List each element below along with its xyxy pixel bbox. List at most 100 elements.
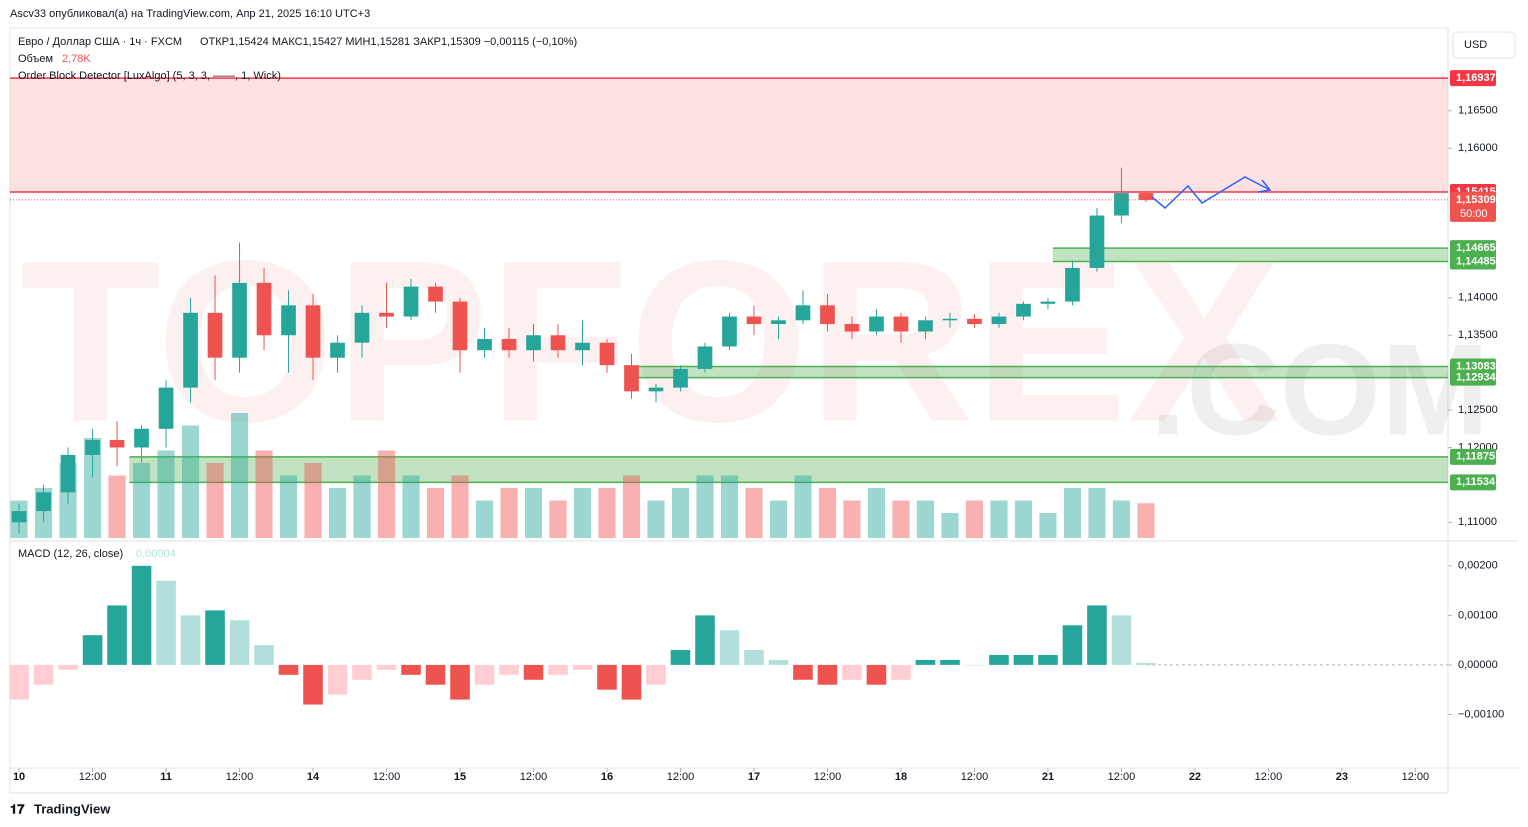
x-tick-label: 12:00 xyxy=(1402,771,1430,783)
macd-value: 0,00004 xyxy=(136,548,176,560)
macd-bar xyxy=(866,664,887,685)
candle-body xyxy=(526,335,541,351)
x-tick-label: 12:00 xyxy=(373,771,401,783)
macd-bar xyxy=(82,635,103,665)
candle-body xyxy=(575,342,590,351)
watermark: TOPFOREX .COM xyxy=(20,213,1489,470)
currency[interactable]: USD xyxy=(1464,39,1487,51)
macd-bar xyxy=(817,664,838,685)
x-tick-label: 15 xyxy=(454,771,466,783)
countdown: 50:00 xyxy=(1460,208,1488,220)
volume-bar xyxy=(598,488,616,538)
y-tick-label: 1,16000 xyxy=(1458,142,1498,154)
macd-bar xyxy=(695,615,715,665)
y-tick-label: 1,12500 xyxy=(1458,404,1498,416)
candle-body xyxy=(158,387,174,429)
volume-bar xyxy=(647,500,665,538)
candle-body xyxy=(648,387,664,392)
y-tick-label: 1,11000 xyxy=(1458,516,1497,528)
macd-bar xyxy=(768,659,789,665)
price-tag-label: 1,14485 xyxy=(1456,255,1496,267)
price-tag-label: 1,13083 xyxy=(1456,360,1496,372)
order-block xyxy=(624,366,1448,378)
volume-bar xyxy=(1014,500,1033,538)
volume-bar xyxy=(843,500,861,538)
x-tick-label: 10 xyxy=(13,771,25,783)
last-price-tag xyxy=(1450,191,1496,222)
candle-body xyxy=(1040,301,1056,304)
volume-bar xyxy=(916,500,935,538)
macd-bar xyxy=(107,605,127,665)
candle-body xyxy=(477,338,492,351)
volume-bar xyxy=(304,463,322,538)
candle-body xyxy=(1138,193,1154,200)
volume-bar xyxy=(1112,500,1131,538)
x-tick-label: 12:00 xyxy=(1108,771,1136,783)
macd-bar xyxy=(450,664,470,700)
x-tick-label: 12:00 xyxy=(961,771,989,783)
price-tag-label: 1,16937 xyxy=(1456,72,1496,84)
candle-body xyxy=(942,318,958,321)
candle-body xyxy=(550,335,566,351)
legend-volume-value: 2,78K xyxy=(62,53,91,65)
forecast-arrow-head xyxy=(1257,179,1272,193)
macd-bar xyxy=(278,664,299,675)
volume-bar xyxy=(1063,488,1082,538)
volume-bar xyxy=(696,475,714,538)
candle-body xyxy=(403,286,419,317)
x-tick-label: 22 xyxy=(1189,771,1201,783)
macd-bar xyxy=(1038,655,1058,665)
price-tag xyxy=(1450,253,1496,270)
candle-body xyxy=(1114,193,1129,216)
volume-bar xyxy=(769,500,788,538)
price-tag-label: 1,14665 xyxy=(1456,242,1496,254)
candle-body xyxy=(11,511,27,523)
volume-bar xyxy=(500,488,518,538)
x-tick-label: 17 xyxy=(748,771,760,783)
y-tick-label: 1,13500 xyxy=(1458,329,1498,341)
volume-bar xyxy=(549,500,567,538)
macd-bar xyxy=(621,664,642,700)
macd-bar xyxy=(964,664,985,666)
x-tick-label: 12:00 xyxy=(79,771,107,783)
x-tick-label: 12:00 xyxy=(520,771,548,783)
macd-y-tick-label: −0,00100 xyxy=(1458,708,1504,720)
volume-bar xyxy=(818,488,837,538)
candle-body xyxy=(1065,267,1080,302)
price-tag xyxy=(1450,369,1496,386)
volume-bar xyxy=(671,488,690,538)
volume-bar xyxy=(181,425,200,538)
macd-bar xyxy=(33,664,54,685)
macd-y-tick-label: 0,00100 xyxy=(1458,609,1498,621)
volume-bar xyxy=(720,475,739,538)
volume-bar xyxy=(794,475,812,538)
currency-button[interactable] xyxy=(1452,31,1516,59)
legend-indicator: Order Block Detector [LuxAlgo] (5, 3, 3,… xyxy=(18,70,281,82)
x-tick-label: 21 xyxy=(1042,771,1054,783)
macd-bar xyxy=(376,664,397,670)
candle-body xyxy=(134,428,149,448)
x-tick-label: 12:00 xyxy=(814,771,842,783)
order-block xyxy=(129,456,1449,483)
macd-bar xyxy=(915,659,936,665)
x-tick-label: 16 xyxy=(601,771,613,783)
volume-bar xyxy=(108,475,126,538)
volume-bar xyxy=(328,488,347,538)
candle-body xyxy=(85,439,100,455)
order-block xyxy=(1052,248,1448,262)
macd-bar xyxy=(670,650,691,665)
candle-body xyxy=(844,324,860,332)
footer-logo: 𝟏𝟕 xyxy=(10,801,25,816)
volume-bar xyxy=(206,463,224,538)
candle-body xyxy=(256,282,272,336)
candle-body xyxy=(354,312,370,343)
candle-body xyxy=(281,305,296,336)
macd-y-tick-label: 0,00200 xyxy=(1458,560,1498,572)
macd-bar xyxy=(229,620,250,665)
macd-bar xyxy=(401,664,421,675)
volume-bar xyxy=(941,513,959,538)
candle-body xyxy=(60,454,76,493)
macd-bar xyxy=(58,664,78,670)
candle-body xyxy=(207,312,223,358)
